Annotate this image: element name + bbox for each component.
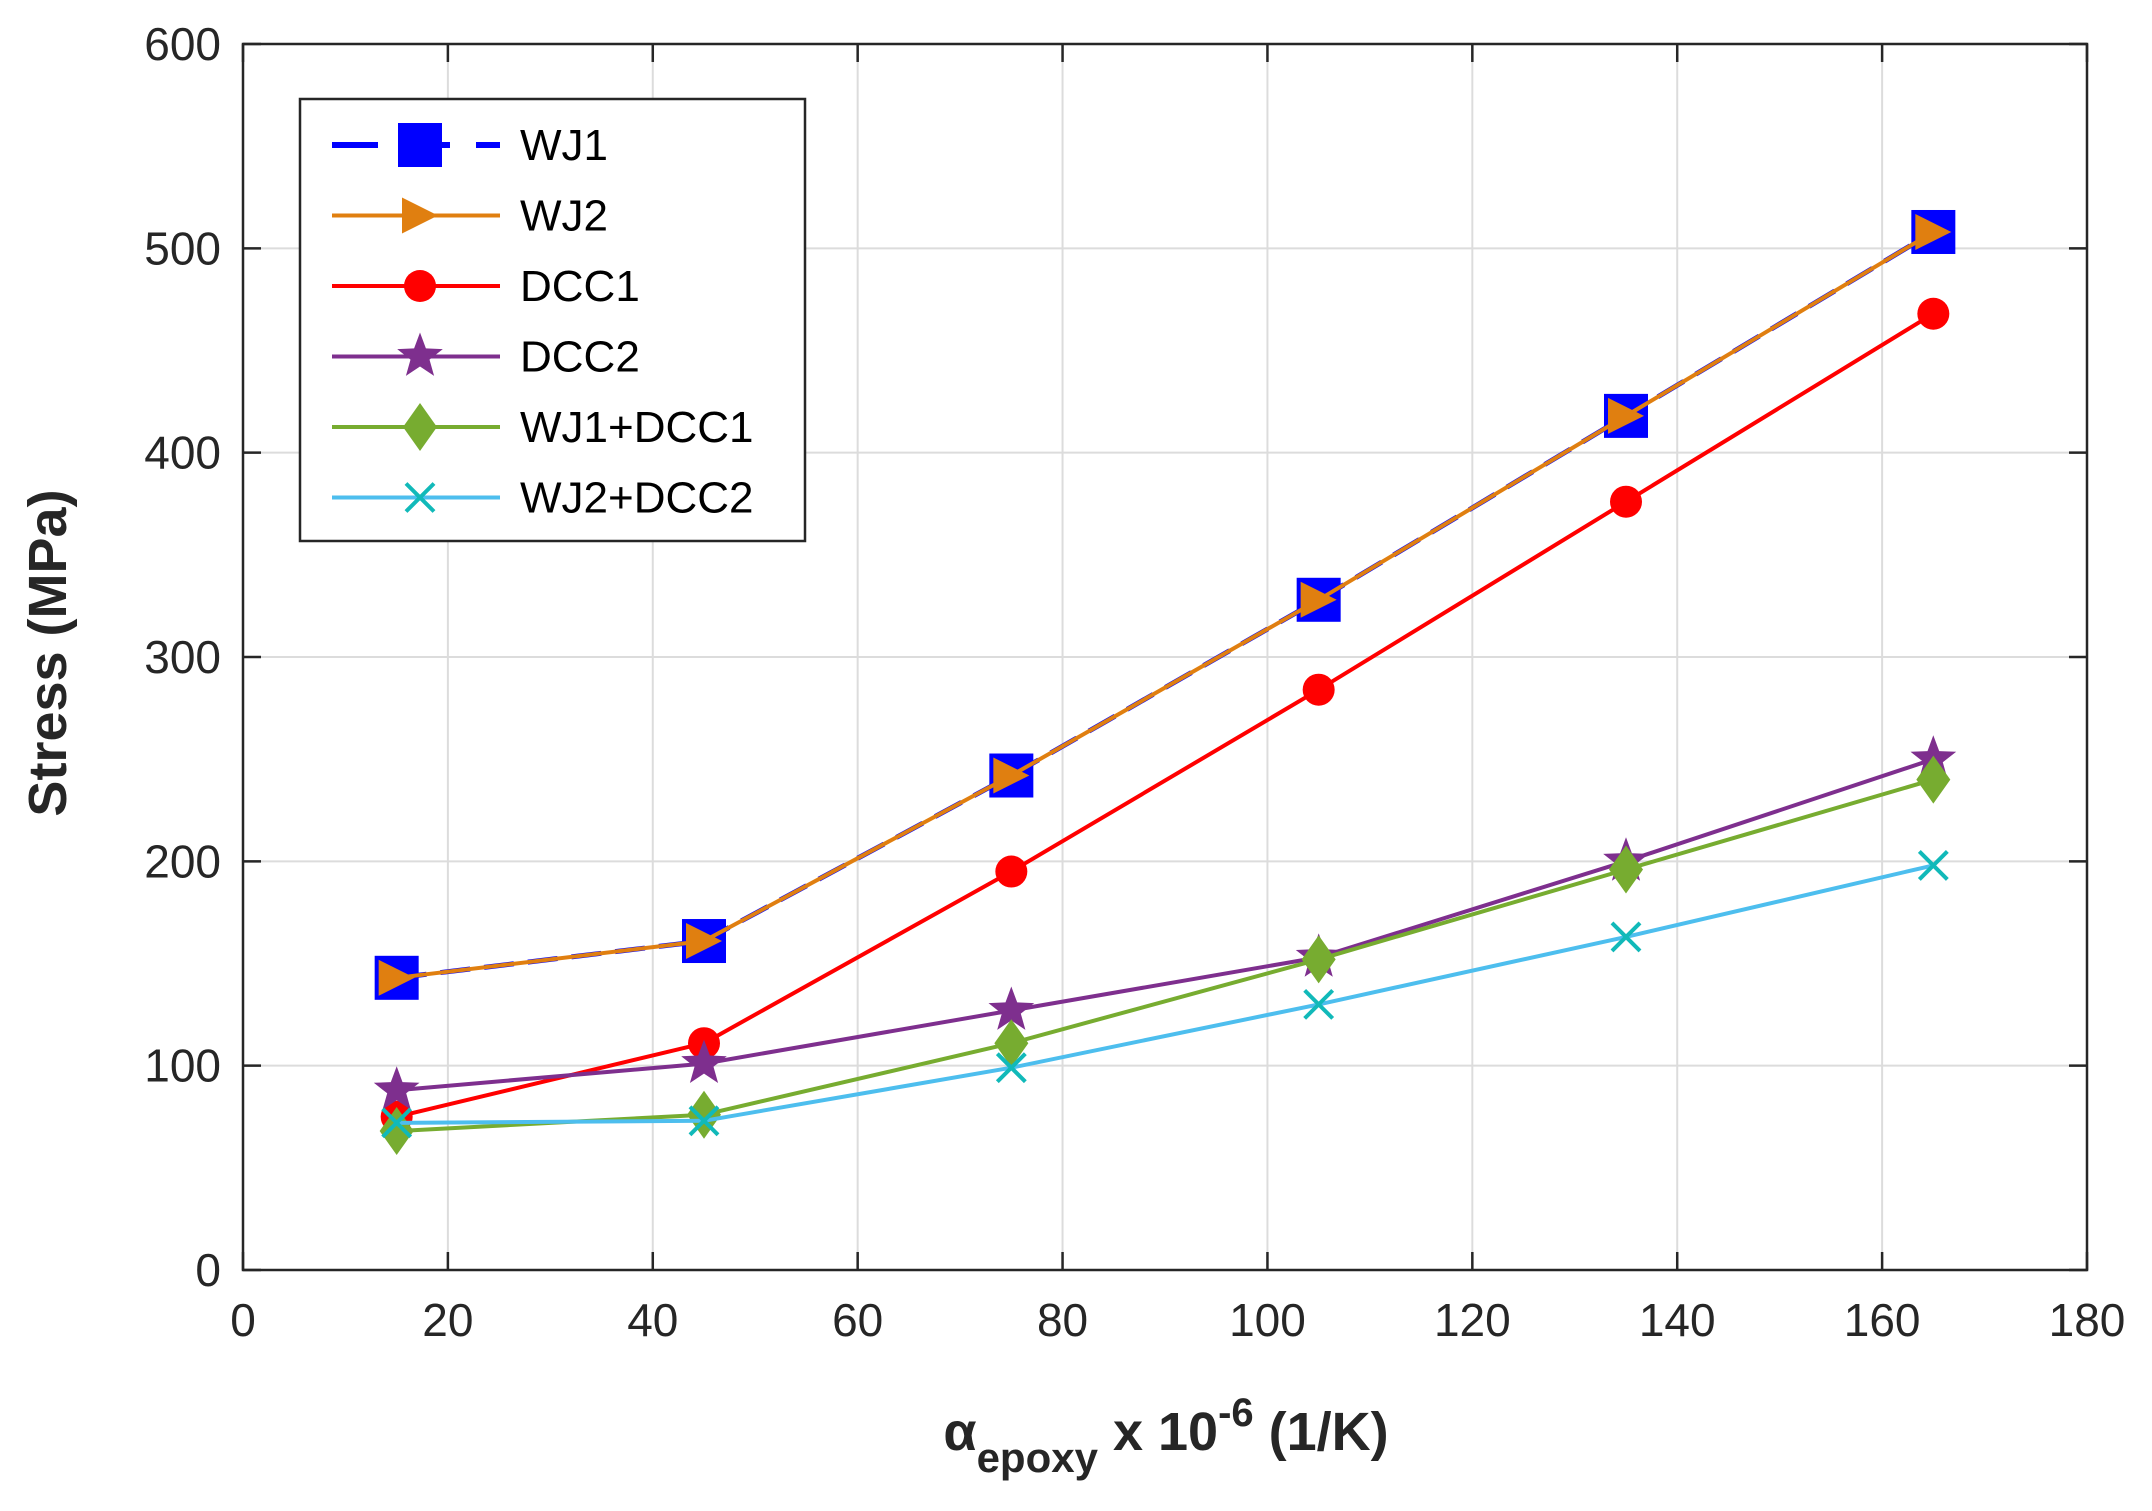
x-axis-title-superscript: -6 (1218, 1391, 1254, 1435)
x-axis-title-subscript: epoxy (977, 1434, 1099, 1481)
grid-lines (243, 44, 2087, 1270)
data-point-marker (994, 1019, 1029, 1068)
y-tick-label: 300 (144, 631, 221, 683)
legend-item: WJ2+DCC2 (332, 474, 754, 523)
data-point-marker (1608, 397, 1644, 434)
legend: WJ1 WJ2 DCC1 DCC2 WJ1+DCC1 WJ2+DCC2 (298, 97, 807, 543)
data-point-marker (688, 1105, 720, 1137)
series-line (396, 230, 1935, 980)
data-point-marker (681, 1039, 727, 1083)
x-axis-title-base: α (943, 1402, 976, 1462)
series-wj2 (378, 213, 1952, 996)
data-point-marker (381, 1107, 413, 1139)
x-tick-label: 60 (832, 1294, 883, 1346)
y-tick-label: 100 (144, 1040, 221, 1092)
legend-label: DCC2 (520, 333, 640, 382)
legend-item: DCC2 (332, 332, 640, 382)
legend-label: WJ1+DCC1 (520, 403, 754, 452)
x-tick-label: 180 (2049, 1294, 2126, 1346)
data-point-marker (1303, 988, 1335, 1020)
data-point-marker (686, 923, 722, 960)
y-axis-title: Stress (MPa) (18, 489, 78, 816)
data-point-marker (1916, 755, 1951, 804)
y-tick-label: 0 (195, 1244, 221, 1296)
data-point-marker (1302, 673, 1335, 706)
legend-label: WJ2 (520, 192, 608, 241)
series-line (396, 757, 1934, 1093)
data-point-marker (1915, 213, 1952, 250)
legend-label: DCC1 (520, 262, 640, 311)
data-point-marker (1917, 850, 1949, 881)
x-axis-title-middle: x 10 (1098, 1402, 1218, 1462)
data-point-marker (1609, 845, 1643, 894)
y-tick-label: 500 (144, 222, 221, 274)
legend-marker-sample (398, 123, 442, 167)
data-point-marker (988, 986, 1035, 1030)
data-point-marker (373, 1066, 420, 1110)
series-dcc1 (380, 297, 1950, 1133)
x-tick-label: 140 (1639, 1294, 1716, 1346)
y-tick-label: 200 (144, 835, 221, 887)
series-line (396, 863, 1934, 1125)
legend-box (298, 97, 807, 543)
data-point-marker (995, 1052, 1027, 1084)
x-tick-label: 0 (230, 1294, 256, 1346)
series-line (396, 777, 1934, 1134)
legend-item: WJ2 (332, 192, 608, 241)
legend-item: WJ1+DCC1 (332, 403, 754, 452)
x-tick-label: 100 (1229, 1294, 1306, 1346)
legend-label: WJ1 (520, 121, 608, 170)
legend-item: WJ1 (332, 121, 608, 170)
data-point-marker (1301, 935, 1336, 984)
y-tick-label: 600 (144, 18, 221, 70)
x-axis-title-suffix: (1/K) (1254, 1402, 1389, 1462)
x-tick-label: 120 (1434, 1294, 1511, 1346)
data-point-marker (993, 757, 1030, 794)
data-point-marker (1917, 297, 1950, 330)
data-point-marker (1300, 581, 1337, 618)
legend-label: WJ2+DCC2 (520, 474, 754, 523)
legend-marker-sample (403, 403, 437, 451)
x-tick-label: 40 (627, 1294, 678, 1346)
series-line (396, 311, 1935, 1119)
series-group (373, 209, 1957, 1156)
x-tick-label: 80 (1037, 1294, 1088, 1346)
data-point-marker (1610, 485, 1642, 518)
x-axis-title: αepoxy x 10-6 (1/K) (943, 1391, 1388, 1481)
data-point-marker (379, 1107, 414, 1156)
series-wj2-plus-dcc2 (381, 850, 1949, 1139)
axis-ticks: 0 20 40 60 80 100 120 140 160 180 0 100 200 300 400 500… (144, 18, 2125, 1346)
y-tick-label: 400 (144, 427, 221, 479)
legend-marker-sample (404, 482, 436, 513)
data-point-marker (1610, 921, 1642, 953)
x-tick-label: 160 (1844, 1294, 1921, 1346)
x-tick-label: 20 (422, 1294, 473, 1346)
legend-marker-sample (402, 197, 438, 234)
data-point-marker (995, 855, 1028, 888)
data-point-marker (378, 959, 415, 996)
legend-marker-sample (397, 332, 443, 376)
legend-marker-sample (404, 270, 436, 302)
legend-item: DCC1 (332, 262, 640, 311)
